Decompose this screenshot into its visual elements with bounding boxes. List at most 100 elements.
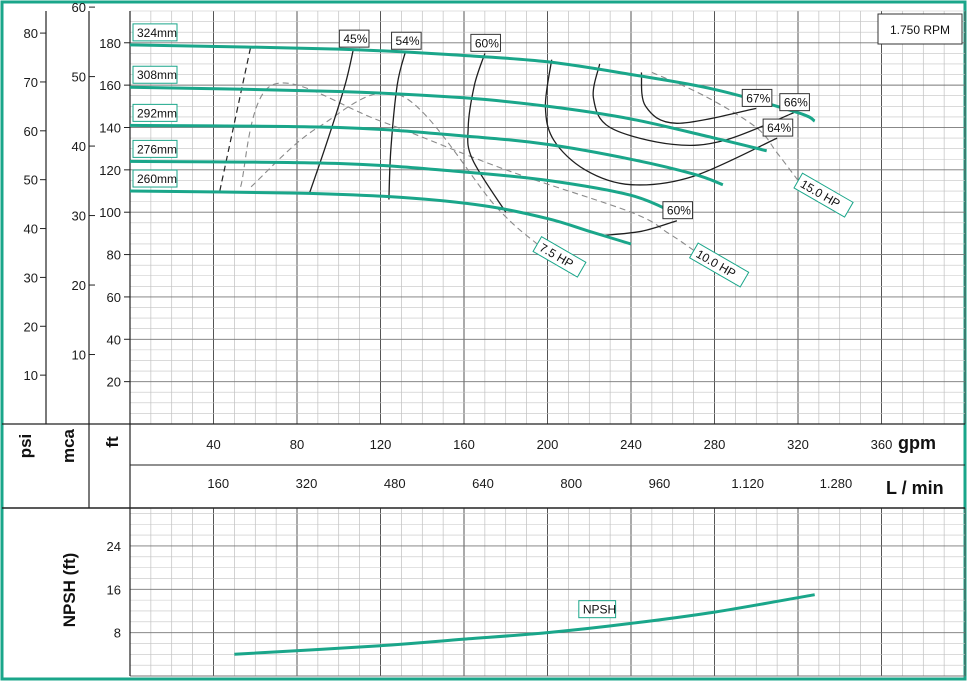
psi-tick-label: 60 [24, 124, 38, 139]
impeller-curve [129, 123, 724, 187]
power-curve-label-box [688, 242, 750, 288]
power-curve-label-box [532, 236, 587, 278]
impeller-label: 308mm [137, 68, 177, 82]
gpm-tick-label: 280 [704, 437, 726, 452]
npsh-axis-title: NPSH (ft) [60, 553, 79, 628]
power-curve [250, 91, 538, 245]
psi-tick-label: 30 [24, 270, 38, 285]
power-curve [240, 82, 694, 251]
lmin-tick-label: 1.280 [820, 476, 853, 491]
gpm-tick-label: 80 [290, 437, 304, 452]
npsh-curve [234, 593, 815, 656]
mca-tick-label: 50 [72, 70, 86, 85]
efficiency-label: 45% [343, 32, 367, 46]
gpm-tick-label: 240 [620, 437, 642, 452]
impeller-label-box [132, 65, 178, 84]
efficiency-label-box [338, 29, 370, 48]
efficiency-label-box [741, 88, 773, 107]
power-curve [651, 71, 799, 181]
npsh-tick-labels: 8 16 24 [107, 539, 121, 641]
lmin-axis-title: L / min [886, 478, 944, 498]
lmin-tick-label: 320 [296, 476, 318, 491]
mca-axis-title: mca [59, 428, 78, 463]
psi-tick-label: 80 [24, 26, 38, 41]
rpm-badge-box [877, 13, 963, 45]
gpm-tick-label: 360 [871, 437, 893, 452]
efficiency-label-group: 54% [391, 31, 422, 50]
efficiency-label-box [762, 118, 794, 137]
efficiency-label-box [779, 93, 810, 112]
lmin-tick-label: 960 [649, 476, 671, 491]
impeller-curves [129, 43, 816, 246]
psi-axis-title: psi [16, 434, 35, 459]
mca-tick-label: 40 [72, 139, 86, 154]
lmin-tick-label: 480 [384, 476, 406, 491]
rpm-badge: 1.750 RPM [890, 23, 950, 37]
gpm-tick-label: 200 [537, 437, 559, 452]
psi-tick-label: 20 [24, 319, 38, 334]
gpm-tick-label: 320 [787, 437, 809, 452]
impeller-label-box [132, 103, 178, 122]
efficiency-curve [601, 220, 678, 237]
gpm-tick-label: 160 [453, 437, 475, 452]
efficiency-label-box [470, 33, 501, 52]
npsh-tick-label: 16 [107, 582, 121, 597]
gpm-tick-label: 40 [206, 437, 220, 452]
lmin-tick-label: 160 [207, 476, 229, 491]
lmin-tick-label: 1.120 [731, 476, 764, 491]
dashed-lines [219, 44, 799, 251]
impeller-curve [129, 85, 768, 153]
npsh-series-label-box [578, 600, 617, 619]
ft-tick-label: 60 [107, 290, 121, 305]
top-grid [129, 10, 966, 425]
impeller-label-box [132, 139, 178, 158]
ft-tick-label: 20 [107, 375, 121, 390]
npsh-line [234, 593, 815, 656]
ft-tick-labels: 20 40 60 80 100 120 140 160 180 [99, 36, 130, 390]
mca-tick-label: 60 [72, 0, 86, 15]
mca-tick-label: 10 [72, 348, 86, 363]
impeller-label: 324mm [137, 26, 177, 40]
ft-tick-label: 120 [99, 163, 121, 178]
ft-tick-label: 100 [99, 205, 121, 220]
npsh-series-label: NPSH [583, 603, 616, 617]
ft-tick-label: 180 [99, 36, 121, 51]
efficiency-label: 60% [475, 36, 499, 50]
power-curve-label-box [793, 172, 854, 218]
efficiency-curve [308, 48, 355, 194]
gpm-tick-labels: 40 80 120 160 200 240 280 320 360 [206, 437, 892, 452]
ft-tick-label: 160 [99, 78, 121, 93]
lmin-tick-label: 800 [560, 476, 582, 491]
gpm-axis-title: gpm [898, 433, 936, 453]
efficiency-label: 67% [746, 91, 770, 105]
psi-tick-label: 10 [24, 368, 38, 383]
impeller-curve [129, 189, 632, 246]
impeller-label-group: 260mm [132, 169, 178, 188]
psi-tick-label: 70 [24, 75, 38, 90]
ft-axis-title: ft [103, 436, 122, 448]
efficiency-curve [640, 72, 757, 124]
impeller-label-group: 276mm [132, 139, 178, 158]
psi-tick-label: 40 [24, 222, 38, 237]
efficiency-label: 64% [767, 121, 791, 135]
efficiency-curve [592, 63, 795, 147]
lmin-tick-label: 640 [472, 476, 494, 491]
impeller-label-box [132, 169, 178, 188]
mca-tick-label: 30 [72, 209, 86, 224]
psi-tick-labels: 10 20 30 40 50 60 70 80 [24, 26, 46, 383]
efficiency-label-group: 60% [662, 201, 694, 220]
npsh-tick-label: 8 [114, 626, 121, 641]
efficiency-label-group: 66% [779, 93, 810, 112]
npsh-series-label-group: NPSH [578, 600, 617, 619]
impeller-label: 260mm [137, 172, 177, 186]
efficiency-label-group: 64% [762, 118, 794, 137]
npsh-tick-label: 24 [107, 539, 121, 554]
efficiency-label-group: 67% [741, 88, 773, 107]
ft-tick-label: 80 [107, 248, 121, 263]
npsh-grid [129, 508, 966, 677]
efficiency-label: 54% [396, 34, 420, 48]
efficiency-label-group: 60% [470, 33, 501, 52]
impeller-label: 292mm [137, 106, 177, 120]
lmin-tick-labels: 160 320 480 640 800 960 1.120 1.280 [207, 476, 852, 491]
